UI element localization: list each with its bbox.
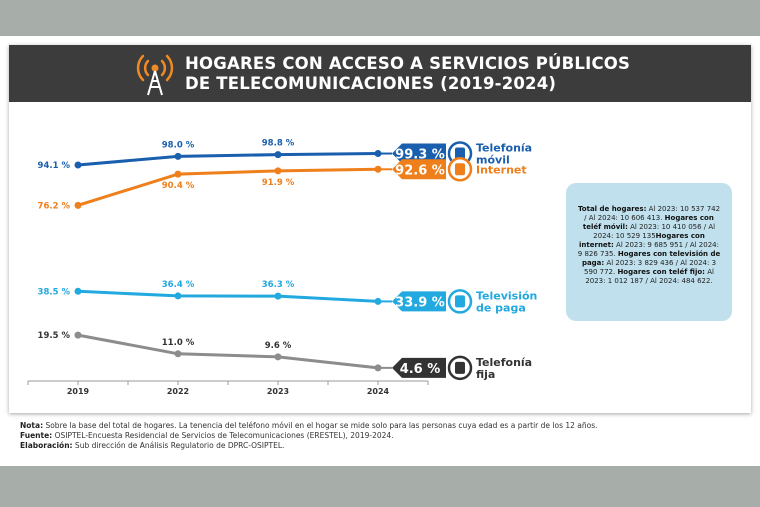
data-point — [174, 152, 182, 160]
info-label: Hogares con internet: — [579, 232, 705, 249]
end-value-label: 4.6 % — [400, 362, 441, 377]
end-value-label: 33.9 % — [395, 295, 445, 310]
info-label: Hogares con televisión de paga: — [581, 250, 721, 267]
legend-label: de paga — [476, 301, 526, 314]
landline-phone-icon-glyph — [455, 361, 465, 374]
tv-icon-glyph — [455, 295, 465, 308]
info-label: Hogares con teléf móvil: — [582, 214, 714, 231]
end-value-tag — [392, 357, 446, 378]
chart-title: HOGARES CON ACCESO A SERVICIOS PÚBLICOS … — [185, 54, 630, 94]
bottom-band — [0, 466, 760, 507]
series-line — [77, 167, 379, 207]
x-tick-label: 2019 — [67, 387, 90, 396]
data-label: 36.3 % — [262, 280, 295, 290]
legend-label: fija — [476, 368, 495, 381]
info-value: Al 2023: 9 685 951 / Al 2024: 9 826 735. — [577, 241, 719, 258]
footnotes: Nota: Sobre la base del total de hogares… — [20, 421, 598, 451]
series-line — [77, 289, 379, 303]
antenna-icon — [136, 54, 174, 96]
note-line: Elaboración: Sub dirección de Análisis R… — [20, 441, 285, 450]
data-point — [274, 353, 282, 361]
data-label: 98.0 % — [162, 140, 195, 150]
x-tick-label: 2024 — [367, 387, 390, 396]
end-value-tag — [392, 159, 446, 180]
series-line — [77, 152, 379, 167]
end-value-tag — [392, 143, 446, 164]
data-label: 9.6 % — [265, 341, 292, 351]
data-point — [274, 292, 282, 300]
info-label: Total de hogares: — [577, 205, 647, 213]
info-label: Hogares con teléf fijo: — [617, 268, 705, 276]
legend-label: Televisión — [476, 289, 537, 302]
data-point — [74, 287, 82, 295]
info-value: Al 2023: 1 012 187 / Al 2024: 484 622. — [585, 268, 714, 285]
totals-info-box: Total de hogares: Al 2023: 10 537 742 / … — [566, 183, 732, 321]
data-label: 36.4 % — [162, 280, 195, 290]
end-value-label: 99.3 % — [395, 148, 445, 163]
series-line — [77, 333, 379, 370]
data-label: 38.5 % — [38, 287, 71, 297]
data-point — [74, 161, 82, 169]
header: HOGARES CON ACCESO A SERVICIOS PÚBLICOS … — [9, 45, 751, 102]
x-tick-label: 2022 — [167, 387, 189, 396]
data-label: 76.2 % — [38, 201, 71, 211]
data-label: 94.1 % — [38, 161, 71, 171]
title-line-2: DE TELECOMUNICACIONES (2019-2024) — [185, 74, 557, 93]
data-point — [174, 350, 182, 358]
data-point — [174, 292, 182, 300]
data-label: 19.5 % — [38, 331, 71, 341]
data-point — [74, 331, 82, 339]
info-value: Al 2023: 10 537 742 / Al 2024: 10 606 41… — [584, 205, 721, 222]
note-line: Nota: Sobre la base del total de hogares… — [20, 421, 598, 430]
info-value: Al 2023: 3 829 436 / Al 2024: 3 590 772. — [584, 259, 717, 276]
legend-label: Internet — [476, 163, 527, 176]
wifi-antenna-icon-glyph — [455, 163, 465, 176]
title-line-1: HOGARES CON ACCESO A SERVICIOS PÚBLICOS — [185, 54, 631, 73]
data-label: 11.0 % — [162, 338, 195, 348]
end-value-label: 92.6 % — [395, 163, 445, 178]
data-label: 90.4 % — [162, 181, 195, 191]
info-value: Al 2023: 10 410 056 / Al 2024: 10 529 13… — [593, 223, 716, 240]
legend-label: Telefonía — [476, 356, 532, 369]
data-label: 98.8 % — [262, 139, 295, 149]
end-value-tag — [392, 291, 446, 312]
top-band — [0, 0, 760, 36]
legend-label: móvil — [476, 154, 510, 167]
x-tick-label: 2023 — [267, 387, 289, 396]
legend-label: Telefonía — [476, 142, 532, 155]
data-point — [74, 201, 82, 209]
data-label: 91.9 % — [262, 178, 295, 188]
data-point — [174, 170, 182, 178]
mobile-phone-icon-glyph — [455, 147, 465, 160]
data-point — [274, 167, 282, 175]
data-point — [274, 151, 282, 159]
note-line: Fuente: OSIPTEL-Encuesta Residencial de … — [20, 431, 394, 440]
